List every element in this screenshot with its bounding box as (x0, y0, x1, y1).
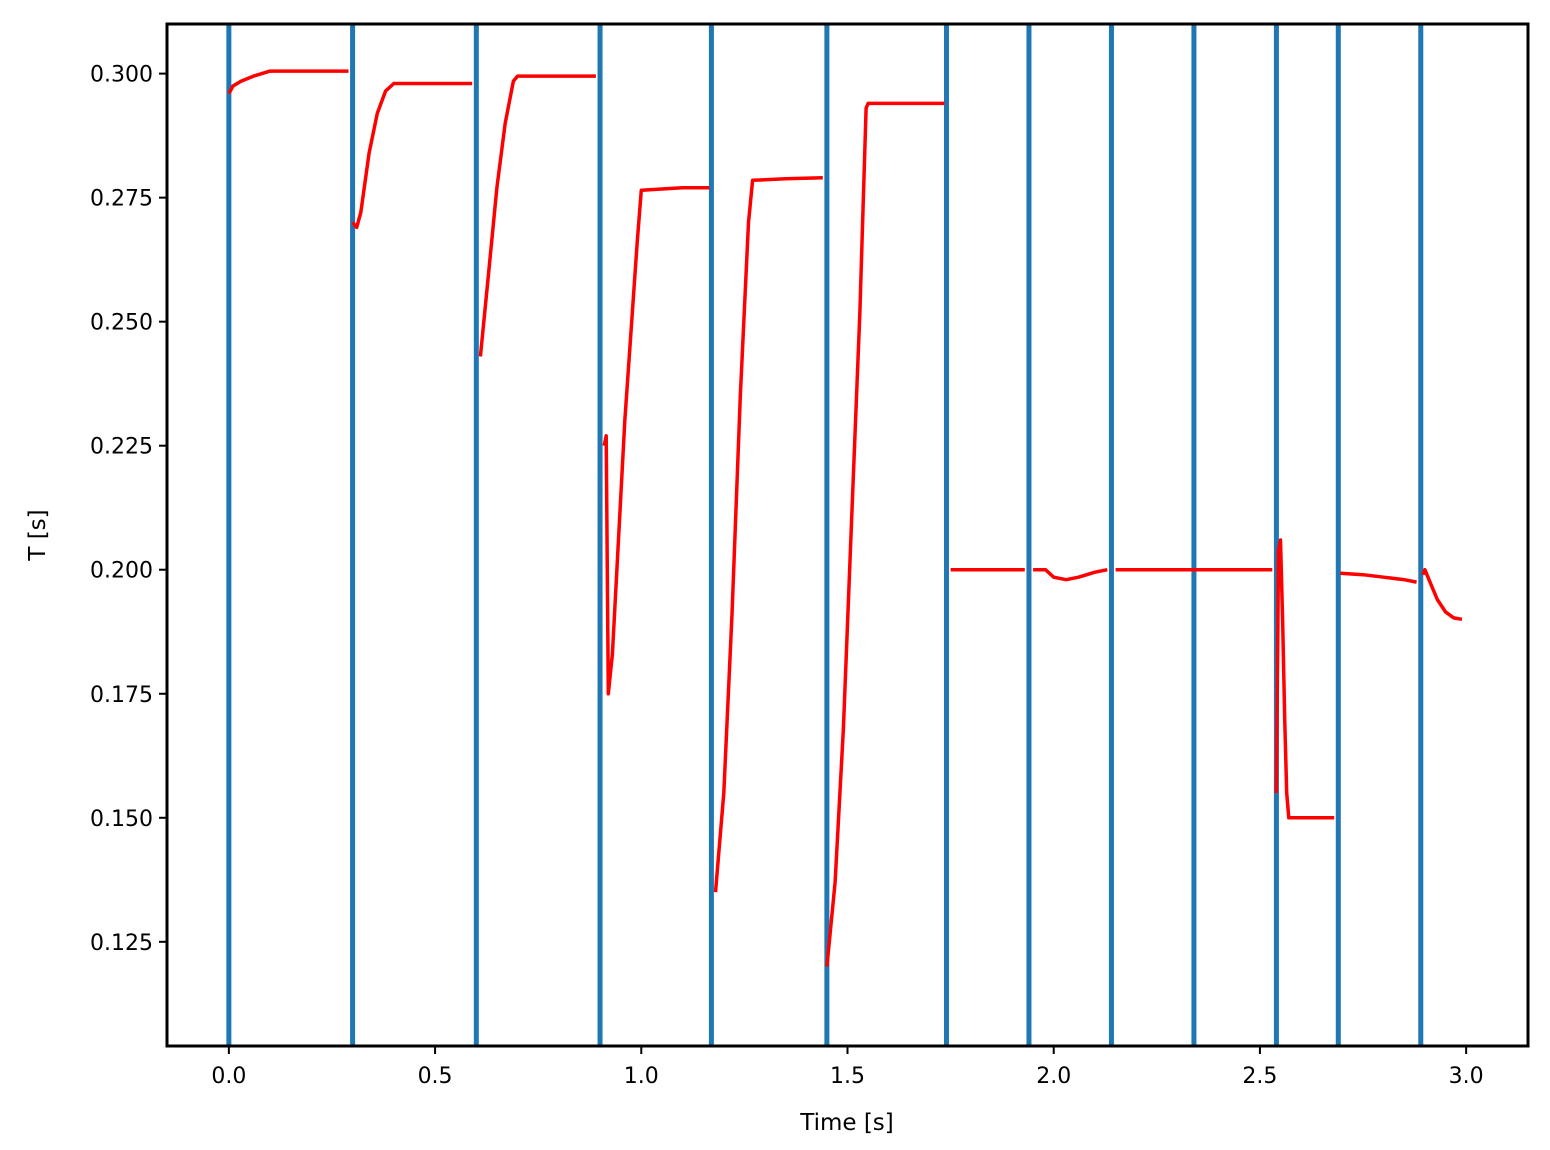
x-axis-label: Time [s] (799, 1110, 894, 1136)
y-tick-label: 0.200 (90, 559, 153, 584)
series-segment-5 (825, 101, 945, 967)
series-segment-4 (713, 176, 823, 893)
series-segment-3 (602, 185, 710, 696)
y-tick-label: 0.150 (90, 807, 153, 832)
x-tick-label: 2.5 (1242, 1064, 1277, 1089)
series-segment-2 (478, 74, 596, 357)
y-tick-label: 0.225 (90, 435, 153, 460)
x-axis-ticks: 0.0 0.5 1.0 1.5 2.0 2.5 3.0 (211, 1046, 1484, 1089)
series-segment-7 (1033, 567, 1108, 582)
series-segment-0 (227, 69, 349, 95)
x-tick-label: 1.0 (624, 1064, 659, 1089)
x-tick-label: 0.0 (211, 1064, 246, 1089)
y-axis-label: T [s] (25, 509, 51, 561)
y-tick-label: 0.250 (90, 311, 153, 336)
series-segment-1 (351, 81, 473, 230)
vertical-lines-group (226, 24, 1424, 1046)
x-tick-label: 0.5 (418, 1064, 453, 1089)
x-tick-label: 2.0 (1036, 1064, 1071, 1089)
series-segment-10 (1340, 571, 1417, 584)
y-tick-label: 0.125 (90, 931, 153, 956)
y-tick-label: 0.275 (90, 187, 153, 212)
x-tick-label: 1.5 (830, 1064, 865, 1089)
series-segment-9 (1274, 538, 1335, 820)
series-segment-11 (1421, 567, 1463, 622)
x-tick-label: 3.0 (1449, 1064, 1484, 1089)
y-tick-label: 0.300 (90, 63, 153, 88)
series-group (227, 69, 1463, 967)
y-axis-ticks: 0.125 0.150 0.175 0.200 0.225 0.250 0.275 0.300 (90, 63, 167, 956)
y-tick-label: 0.175 (90, 683, 153, 708)
